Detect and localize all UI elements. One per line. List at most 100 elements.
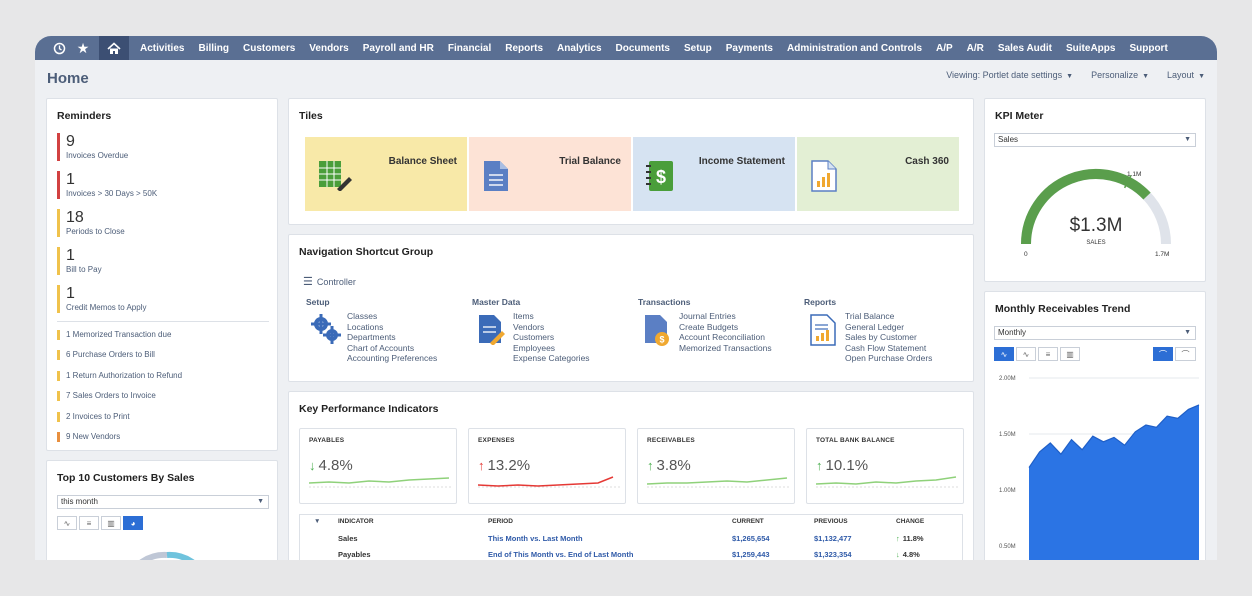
tile-label: Trial Balance <box>559 156 621 167</box>
column-chart-button[interactable]: ▥ <box>101 516 121 530</box>
nav-item-suiteapps[interactable]: SuiteApps <box>1066 42 1116 54</box>
shortcut-link[interactable]: Account Reconciliation <box>679 332 765 342</box>
period-select[interactable]: this month ▼ <box>57 495 269 509</box>
nav-item-vendors[interactable]: Vendors <box>309 42 349 54</box>
area-chart-button[interactable]: ∿ <box>994 347 1014 361</box>
nav-item-setup[interactable]: Setup <box>683 42 712 54</box>
cell-period[interactable]: End of This Month vs. End of Last Month <box>488 550 634 559</box>
menu-icon: ☰ <box>303 276 313 288</box>
shortcut-link[interactable]: Classes <box>347 311 378 321</box>
personalize-menu[interactable]: Personalize ▼ <box>1091 70 1149 80</box>
nav-item-analytics[interactable]: Analytics <box>557 42 602 54</box>
nav-item-payments[interactable]: Payments <box>725 42 773 54</box>
shortcut-link[interactable]: Trial Balance <box>845 311 895 321</box>
reminder-item[interactable]: 7 Sales Orders to Invoice <box>57 391 156 402</box>
bar-chart-horizontal-button[interactable]: ≡ <box>79 516 99 530</box>
recent-history-icon[interactable] <box>47 36 71 60</box>
nav-item-a-p[interactable]: A/P <box>936 42 953 54</box>
shortcut-links: Trial Balance General Ledger Sales by Cust… <box>845 311 932 364</box>
shortcut-link[interactable]: Locations <box>347 321 384 332</box>
trial-balance-tile[interactable]: Trial Balance <box>469 137 631 211</box>
cell-current[interactable]: $1,265,654 <box>732 534 770 543</box>
shortcut-link[interactable]: Open Purchase Orders <box>845 353 933 363</box>
sparkline <box>647 477 789 488</box>
cell-current[interactable]: $1,259,443 <box>732 550 770 559</box>
reminder-item[interactable]: 1 Bill to Pay <box>57 247 102 275</box>
shortcut-link[interactable]: Departments <box>347 332 396 342</box>
area-style-button[interactable]: ⌒ <box>1153 347 1173 361</box>
shortcut-link[interactable]: Cash Flow Statement <box>845 342 927 353</box>
shortcut-link[interactable]: Memorized Transactions <box>679 342 772 353</box>
nav-item-documents[interactable]: Documents <box>615 42 670 54</box>
reminder-item[interactable]: 18 Periods to Close <box>57 209 125 237</box>
reminder-item[interactable]: 1 Memorized Transaction due <box>57 330 171 340</box>
table-row[interactable]: Payables End of This Month vs. End of Las… <box>300 550 962 560</box>
layout-menu[interactable]: Layout ▼ <box>1167 70 1205 80</box>
cell-previous[interactable]: $1,323,354 <box>814 550 852 559</box>
nav-item-support[interactable]: Support <box>1129 42 1168 54</box>
nav-item-reports[interactable]: Reports <box>505 42 544 54</box>
column-chart-button[interactable]: ▥ <box>1060 347 1080 361</box>
kpi-card-label: PAYABLES <box>309 437 345 444</box>
shortcut-link[interactable]: Items <box>513 311 534 321</box>
shortcut-link[interactable]: Expense Categories <box>513 353 590 363</box>
sparkline-line <box>816 476 957 485</box>
cell-previous[interactable]: $1,132,477 <box>814 534 852 543</box>
reminder-item[interactable]: 1 Invoices > 30 Days > 50K <box>57 171 157 199</box>
period-value: this month <box>61 497 98 506</box>
nav-item-financial[interactable]: Financial <box>447 42 492 54</box>
nav-item-billing[interactable]: Billing <box>198 42 230 54</box>
cell-period[interactable]: This Month vs. Last Month <box>488 534 583 543</box>
frequency-select[interactable]: Monthly ▼ <box>994 326 1196 340</box>
nav-item-a-r[interactable]: A/R <box>966 42 984 54</box>
document-dollar-icon: $ <box>642 313 672 352</box>
home-icon[interactable] <box>99 36 129 60</box>
shortcut-link[interactable]: Create Budgets <box>679 321 739 332</box>
shortcut-link[interactable]: Journal Entries <box>679 311 736 321</box>
kpi-card-expenses[interactable]: EXPENSES ↑ 13.2% <box>468 428 626 504</box>
pie-chart-button[interactable]: ◕ <box>123 516 143 530</box>
shortcut-link[interactable]: Customers <box>513 332 555 342</box>
shortcut-link[interactable]: Vendors <box>513 321 545 332</box>
header-previous: PREVIOUS <box>814 518 848 525</box>
kpi-card-payables[interactable]: PAYABLES ↓ 4.8% <box>299 428 457 504</box>
favorites-star-icon[interactable]: ★ <box>76 39 90 56</box>
viewing-date-settings-menu[interactable]: Viewing: Portlet date settings ▼ <box>946 70 1073 80</box>
top-nav-bar: ★ Activities Billing Customers Vendors Payro… <box>35 36 1217 60</box>
shortcut-link[interactable]: Accounting Preferences <box>347 353 438 363</box>
controller-group-toggle[interactable]: ☰ Controller <box>303 275 356 288</box>
table-row[interactable]: Sales This Month vs. Last Month $1,265,654… <box>300 534 962 548</box>
nav-item-activities[interactable]: Activities <box>140 42 185 54</box>
kpi-card-receivables[interactable]: RECEIVABLES ↑ 3.8% <box>637 428 795 504</box>
reminder-label: Credit Memos to Apply <box>66 303 147 312</box>
bar-chart-horizontal-button[interactable]: ≡ <box>1038 347 1058 361</box>
y-tick-label: 2.00M <box>999 376 1016 382</box>
document-edit-icon <box>476 313 506 350</box>
collapse-caret-icon[interactable]: ▼ <box>314 518 321 525</box>
shortcut-link[interactable]: Chart of Accounts <box>347 342 415 353</box>
ledger-dollar-icon: $ <box>645 159 677 198</box>
balance-sheet-tile[interactable]: Balance Sheet <box>305 137 467 211</box>
reminder-item[interactable]: 9 New Vendors <box>57 432 120 442</box>
shortcut-link[interactable]: Employees <box>513 342 556 353</box>
nav-item-administration-and-controls[interactable]: Administration and Controls <box>787 42 922 54</box>
cash-360-tile[interactable]: Cash 360 <box>797 137 959 211</box>
nav-item-payroll-and-hr[interactable]: Payroll and HR <box>362 42 434 54</box>
shortcut-column-heading: Setup <box>306 297 330 307</box>
reminder-item[interactable]: 1 Return Authorization to Refund <box>57 370 182 381</box>
shortcut-link[interactable]: Sales by Customer <box>845 332 917 342</box>
metric-select[interactable]: Sales ▼ <box>994 133 1196 147</box>
line-chart-button[interactable]: ∿ <box>57 516 77 530</box>
kpi-card-total-bank-balance[interactable]: TOTAL BANK BALANCE ↑ 10.1% <box>806 428 964 504</box>
receivables-trend-portlet: Monthly Receivables Trend Monthly ▼ ∿ ∿ ≡… <box>984 291 1206 560</box>
income-statement-tile[interactable]: $ Income Statement <box>633 137 795 211</box>
reminder-item[interactable]: 1 Credit Memos to Apply <box>57 285 146 313</box>
nav-item-customers[interactable]: Customers <box>243 42 296 54</box>
shortcut-link[interactable]: General Ledger <box>845 321 905 332</box>
line-style-button[interactable]: ⌒ <box>1175 347 1196 361</box>
reminder-item[interactable]: 2 Invoices to Print <box>57 411 130 422</box>
line-chart-button[interactable]: ∿ <box>1016 347 1036 361</box>
reminder-item[interactable]: 9 Invoices Overdue <box>57 133 128 161</box>
nav-item-sales-audit[interactable]: Sales Audit <box>997 42 1052 54</box>
reminder-item[interactable]: 6 Purchase Orders to Bill <box>57 350 155 361</box>
